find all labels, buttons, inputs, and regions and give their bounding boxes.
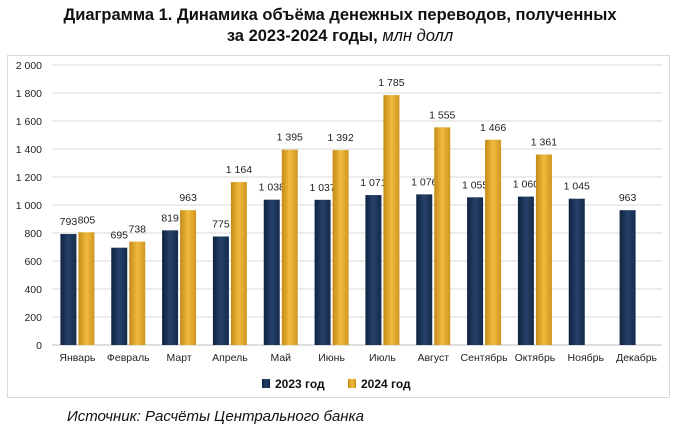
data-label: 963	[619, 192, 637, 204]
bar-2023-год	[416, 194, 433, 345]
x-tick-label: Февраль	[107, 352, 150, 364]
x-tick-label: Декабрь	[616, 352, 657, 364]
data-label: 1 038	[259, 182, 285, 194]
x-tick-label: Июнь	[318, 352, 345, 364]
x-tick-label: Июль	[369, 352, 396, 364]
data-label: 1 055	[462, 179, 488, 191]
bar-2023-год	[263, 199, 280, 345]
chart-subtitle-years: за 2023-2024 годы,	[226, 27, 378, 45]
y-tick-label: 200	[24, 312, 42, 324]
bar-2024-год	[485, 139, 502, 345]
data-label: 963	[179, 192, 197, 204]
data-label: 805	[78, 214, 96, 226]
bar-2023-год	[111, 247, 128, 345]
y-tick-label: 1 600	[16, 116, 42, 128]
bar-2024-год	[78, 232, 95, 345]
y-tick-label: 1 400	[16, 144, 42, 156]
bar-2024-год	[535, 154, 552, 345]
data-label: 695	[110, 230, 128, 242]
bar-2023-год	[568, 198, 585, 345]
y-tick-label: 800	[24, 228, 42, 240]
data-label: 1 395	[277, 132, 303, 144]
legend-swatch	[348, 379, 356, 388]
y-tick-label: 600	[24, 256, 42, 268]
data-label: 738	[128, 224, 146, 236]
data-label: 1 045	[564, 181, 590, 193]
bar-2023-год	[365, 195, 382, 345]
bar-2024-год	[129, 241, 146, 345]
y-tick-label: 1 800	[16, 88, 42, 100]
data-label: 1 037	[309, 182, 335, 194]
x-tick-label: Сентябрь	[461, 352, 509, 364]
data-label: 1 785	[378, 77, 404, 89]
data-label: 775	[212, 219, 230, 231]
chart-subtitle: за 2023-2024 годы, млн долл	[0, 27, 680, 46]
data-label: 819	[161, 212, 179, 224]
y-tick-label: 400	[24, 284, 42, 296]
chart-frame	[7, 55, 670, 398]
source-note: Источник: Расчёты Центрального банка	[67, 408, 364, 425]
data-label: 1 071	[360, 177, 386, 189]
x-tick-label: Январь	[59, 352, 96, 364]
data-label: 793	[60, 216, 78, 228]
x-tick-label: Ноябрь	[568, 352, 605, 364]
bar-2023-год	[517, 196, 534, 345]
x-tick-label: Октябрь	[515, 352, 556, 364]
bar-2024-год	[180, 210, 197, 345]
x-tick-label: Апрель	[212, 352, 248, 364]
data-label: 1 466	[480, 122, 506, 134]
bar-2024-год	[230, 182, 247, 345]
bar-2024-год	[281, 149, 298, 345]
bar-2023-год	[60, 233, 77, 345]
y-tick-label: 2 000	[16, 60, 42, 72]
y-tick-label: 1 000	[16, 200, 42, 212]
y-tick-label: 0	[36, 340, 42, 352]
bar-2023-год	[619, 210, 636, 345]
data-label: 1 060	[513, 179, 539, 191]
data-label: 1 555	[429, 109, 455, 121]
chart-unit: млн долл	[382, 27, 454, 45]
x-tick-label: Август	[417, 352, 449, 364]
data-label: 1 164	[226, 164, 252, 176]
bar-2024-год	[434, 127, 451, 345]
bar-2024-год	[383, 95, 400, 345]
chart-title: Диаграмма 1. Динамика объёма денежных пе…	[63, 6, 617, 24]
legend-label: 2024 год	[361, 377, 411, 391]
bar-2024-год	[332, 150, 349, 345]
bar-2023-год	[162, 230, 179, 345]
data-label: 1 392	[327, 132, 353, 144]
data-label: 1 361	[531, 136, 557, 148]
legend-swatch	[262, 379, 270, 388]
bar-2023-год	[314, 199, 331, 345]
legend-label: 2023 год	[275, 377, 325, 391]
x-tick-label: Май	[270, 352, 291, 364]
bar-2023-год	[212, 236, 229, 345]
bar-2023-год	[467, 197, 484, 345]
x-tick-label: Март	[167, 352, 192, 364]
data-label: 1 076	[411, 176, 437, 188]
y-tick-label: 1 200	[16, 172, 42, 184]
